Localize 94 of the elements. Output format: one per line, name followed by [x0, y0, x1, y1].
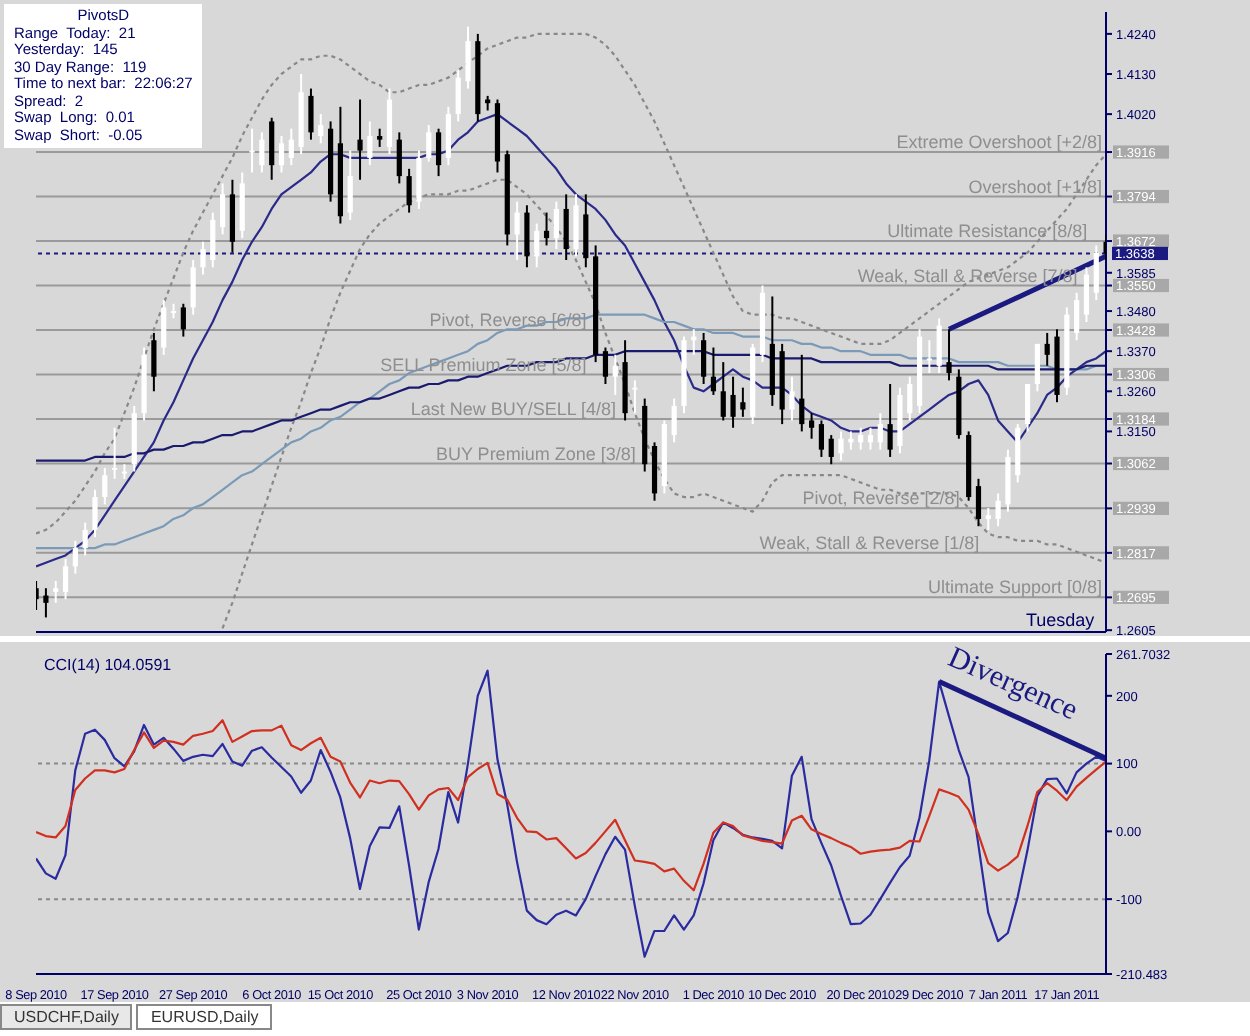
candlestick [651, 441, 658, 502]
candlestick [612, 353, 618, 396]
candlestick [347, 149, 353, 221]
candlestick [416, 149, 422, 210]
candlestick [985, 507, 991, 531]
candlestick [396, 131, 402, 185]
text: USDCHF,Daily [0, 1004, 133, 1030]
candlestick [632, 379, 638, 415]
candlestick [524, 204, 530, 269]
candlestick [200, 240, 206, 276]
candlestick [720, 361, 726, 422]
candlestick [809, 412, 815, 440]
ref-line-label: Overshoot [+1/8] [968, 176, 1102, 197]
candlestick [573, 193, 579, 258]
candlestick [220, 182, 226, 236]
candlestick [435, 127, 442, 178]
candlestick [514, 200, 520, 261]
candlestick [43, 587, 49, 619]
candlestick [72, 539, 78, 575]
candlestick [838, 430, 844, 462]
candlestick [318, 113, 324, 145]
candlestick [367, 120, 373, 167]
candlestick [867, 426, 874, 451]
candlestick [426, 124, 432, 163]
candlestick [710, 346, 717, 396]
candlestick [701, 331, 707, 385]
ref-line-label: Last New BUY/SELL [4/8] [410, 399, 617, 420]
ref-line-label: Weak, Stall & Reverse [1/8] [759, 532, 980, 553]
candlestick [249, 127, 255, 174]
candlestick [210, 211, 216, 269]
candlestick [229, 178, 236, 254]
candlestick [799, 353, 805, 433]
candlestick [1044, 331, 1050, 367]
candlestick [907, 375, 913, 422]
candlestick [308, 87, 314, 141]
candlestick [445, 105, 451, 167]
candlestick [789, 375, 795, 422]
candlestick [259, 131, 265, 174]
text: EURUSD,Daily [136, 1004, 273, 1030]
candlestick [239, 171, 245, 240]
candlestick [818, 419, 825, 458]
candlestick [887, 383, 893, 458]
candlestick [671, 397, 677, 444]
candlestick [121, 463, 128, 480]
candlestick [278, 135, 285, 174]
chart-title: CCI(14) 104.0591 [44, 656, 172, 674]
candlestick [269, 116, 275, 181]
candlestick [1083, 266, 1090, 323]
candlestick [92, 488, 98, 539]
candlestick [102, 466, 108, 506]
candlestick [377, 127, 383, 148]
ref-line-label: Extreme Overshoot [+2/8] [896, 132, 1102, 153]
candlestick [1024, 383, 1031, 433]
candlestick [553, 200, 559, 251]
ref-line-label: Ultimate Resistance [8/8] [887, 221, 1088, 242]
candlestick [563, 193, 569, 261]
candlestick [975, 477, 982, 528]
candlestick [161, 299, 167, 356]
candlestick [455, 69, 461, 123]
candlestick [1034, 342, 1040, 393]
candlestick [995, 492, 1001, 528]
candlestick [602, 346, 609, 385]
candlestick [465, 25, 471, 90]
candlestick [62, 558, 69, 601]
ref-line-label: Pivot, Reverse [2/8] [802, 488, 960, 509]
candlestick [1074, 291, 1080, 342]
line-series [36, 719, 1106, 892]
candlestick [1005, 448, 1011, 513]
candlestick [543, 211, 550, 247]
annotation: Tuesday [1026, 610, 1095, 630]
candlestick [151, 331, 157, 393]
candlestick [386, 87, 393, 156]
candlestick [1015, 423, 1021, 484]
candlestick [180, 302, 186, 338]
candlestick [1093, 244, 1099, 302]
candlestick [926, 339, 932, 375]
candlestick [936, 317, 942, 375]
candlestick [828, 434, 834, 466]
candlestick [534, 222, 540, 269]
candlestick [583, 193, 589, 269]
candlestick [112, 426, 118, 480]
ref-line-label: Ultimate Support [0/8] [927, 577, 1102, 598]
candlestick [53, 579, 59, 604]
candlestick [740, 386, 746, 418]
candlestick [877, 412, 883, 451]
candlestick [946, 328, 952, 382]
candlestick [406, 167, 412, 214]
candlestick [357, 98, 363, 181]
candlestick [730, 375, 736, 429]
candlestick [82, 521, 88, 557]
candlestick [858, 426, 864, 451]
candlestick [288, 127, 294, 167]
candlestick [190, 259, 196, 316]
ref-line-label: BUY Premium Zone [3/8] [435, 443, 636, 464]
